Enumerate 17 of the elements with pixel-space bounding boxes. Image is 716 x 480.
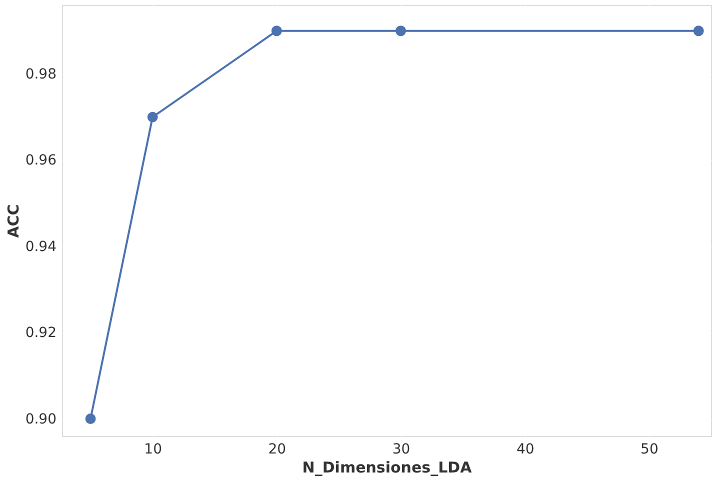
point [396, 26, 406, 36]
point [271, 26, 282, 36]
y-tick-label: 0.94 [25, 238, 57, 255]
y-tick-label: 0.96 [25, 152, 57, 169]
point [693, 26, 704, 36]
x-tick-label: 40 [516, 442, 534, 458]
x-axis-title: N_Dimensiones_LDA [302, 458, 472, 476]
x-tick-label: 50 [640, 442, 658, 458]
y-tick-label: 0.92 [25, 325, 56, 342]
point [85, 414, 96, 424]
y-axis-title: ACC [4, 204, 22, 238]
x-tick-label: 10 [144, 442, 162, 458]
point [147, 112, 158, 122]
y-tick-label: 0.90 [25, 411, 56, 428]
x-tick-label: 20 [268, 442, 286, 458]
y-tick-label: 0.98 [25, 66, 56, 82]
x-tick-label: 30 [392, 442, 410, 458]
